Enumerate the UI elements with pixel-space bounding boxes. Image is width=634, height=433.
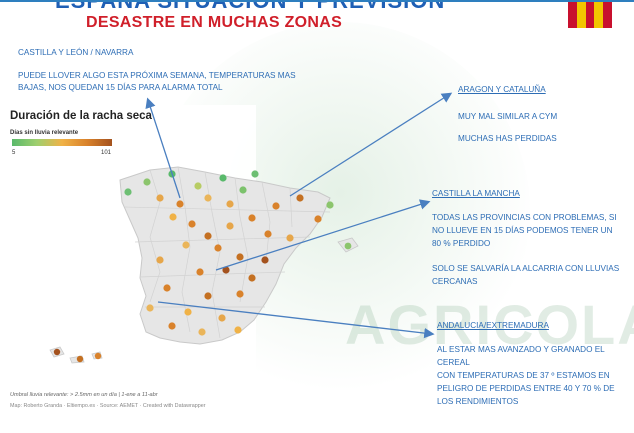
- castilla-mancha-line-3: 80 % PERDIDO: [432, 239, 491, 248]
- arrow-aragon: [289, 92, 453, 197]
- aragon-heading: ARAGON Y CATALUÑA: [458, 85, 546, 94]
- spain-flag-icon: [568, 2, 612, 28]
- station-points: [53, 170, 352, 363]
- legend-label: Días sin lluvia relevante: [10, 130, 79, 136]
- castilla-mancha-line-5: CERCANAS: [432, 277, 478, 286]
- arrow-andalucia: [157, 301, 435, 339]
- andalucia-line-3: CON TEMPERATURAS DE 37 º ESTAMOS EN: [437, 371, 610, 380]
- andalucia-heading: ANDALUCIA/EXTREMADURA: [437, 321, 549, 330]
- castilla-mancha-line-1: TODAS LAS PROVINCIAS CON PROBLEMAS, SI: [432, 213, 617, 222]
- castilla-leon-heading: CASTILLA Y LEÓN / NAVARRA: [18, 48, 134, 57]
- slide-title: ESPAÑA SITUACIÓN Y PREVISIÓN: [55, 0, 446, 13]
- castilla-leon-line-2: BAJAS, NOS QUEDAN 15 DÍAS PARA ALARMA TO…: [18, 83, 223, 92]
- map-title: Duración de la racha seca: [10, 110, 152, 122]
- andalucia-line-5: LOS RENDIMIENTOS: [437, 397, 519, 406]
- andalucia-line-4: PELIGRO DE PERDIDAS ENTRE 40 Y 70 % DE: [437, 384, 615, 393]
- castilla-mancha-line-2: NO LLUEVE EN 15 DÍAS PODEMOS TENER UN: [432, 226, 613, 235]
- castilla-mancha-line-4: SOLO SE SALVARÍA LA ALCARRIA CON LLUVIAS: [432, 264, 620, 273]
- castilla-leon-line-1: PUEDE LLOVER ALGO ESTA PRÓXIMA SEMANA, T…: [18, 71, 296, 80]
- arrow-castilla-leon: [145, 97, 181, 199]
- legend-max: 101: [101, 150, 112, 156]
- map-credit: Map: Roberto Granda · Eltiempo.es · Sour…: [10, 403, 206, 409]
- slide-subtitle: DESASTRE EN MUCHAS ZONAS: [86, 14, 343, 31]
- spain-outline: [119, 166, 331, 345]
- legend-color-scale: [12, 139, 112, 146]
- andalucia-line-1: AL ESTAR MAS AVANZADO Y GRANADO EL: [437, 345, 605, 354]
- map-footnote: Umbral lluvia relevante: > 2.5mm en un d…: [10, 392, 158, 398]
- legend-min: 5: [12, 150, 16, 156]
- watermark-text: AGRICOLA: [345, 293, 634, 356]
- aragon-line-1: MUY MAL SIMILAR A CYM: [458, 112, 558, 121]
- arrow-castilla-mancha: [215, 199, 431, 271]
- andalucia-line-2: CEREAL: [437, 358, 470, 367]
- castilla-mancha-heading: CASTILLA LA MANCHA: [432, 189, 520, 198]
- aragon-line-2: MUCHAS HAS PERDIDAS: [458, 134, 557, 143]
